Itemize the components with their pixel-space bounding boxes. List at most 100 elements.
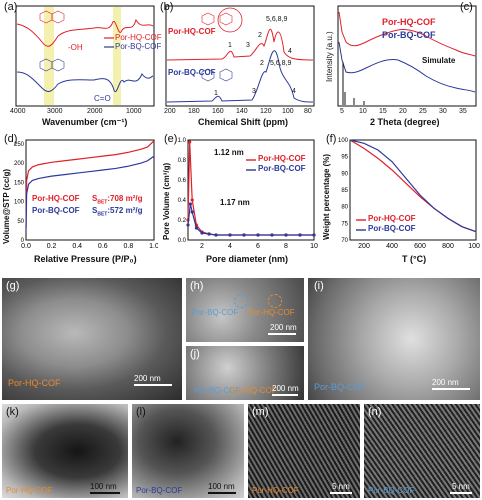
x-tick-label: 8 (284, 243, 288, 250)
peak-bq-2: 2 (260, 60, 264, 67)
panel-i-sem: (i) Por-BQ-COF 200 nm (308, 278, 480, 400)
x-tick-label: 0.0 (21, 243, 31, 250)
legend-e-bq: Por-BQ-COF (258, 164, 306, 173)
x-tick-label: 800 (442, 243, 454, 250)
x-tick-label: 0.4 (72, 243, 82, 250)
nmr-plot (165, 5, 315, 107)
panel-a-ftir: (a) Por-HQ-COF Por-BQ-COF -OH C=O 4000 3… (2, 1, 162, 130)
tga-plot: 200 400 600 800 1000 70 75 80 85 90 95 100 (338, 138, 482, 250)
legend-hq: Por-HQ-COF (115, 33, 162, 42)
peak-bq-4: 4 (292, 88, 296, 95)
y-tick-label: 0.4 (178, 198, 187, 204)
xlabel-b: Chemical Shift (ppm) (198, 117, 289, 127)
peak-bq-1: 1 (214, 90, 218, 97)
y-tick-label: 0 (21, 238, 25, 244)
y-tick-label: 85 (341, 188, 348, 194)
peak-hq-2: 2 (258, 32, 262, 39)
bq-monomer-structure (39, 58, 65, 72)
ftir-hq-curve (16, 18, 154, 47)
data-point (188, 140, 192, 144)
tick-c-1: 10 (359, 108, 367, 115)
x-tick-label: 1000 (468, 243, 480, 250)
ann-e-112: 1.12 nm (214, 148, 244, 157)
tick-c-6: 35 (459, 108, 467, 115)
co-band-highlight (113, 7, 121, 105)
panel-n-hrtem: (n) Por-BQ-COF 5 nm (364, 404, 480, 498)
h-cap-hq: Por-HQ-COF (248, 308, 295, 317)
legend-c-bq: Por-BQ-COF (382, 30, 436, 40)
tick-c-3: 20 (399, 108, 407, 115)
data-point (186, 223, 190, 227)
peak-bq-5689: 5,6,8,9 (270, 60, 292, 67)
pxrd-plot (337, 5, 477, 107)
panel-label-g: (g) (6, 280, 20, 292)
l-scale-bar (208, 492, 236, 494)
nmr-hq-curve (166, 28, 314, 61)
data-point (284, 233, 288, 237)
d-hq-name: Por-HQ-COF (32, 194, 80, 203)
y-tick-label: 70 (341, 238, 348, 244)
series-line-1 (25, 155, 155, 231)
xlabel-c: 2 Theta (degree) (370, 117, 440, 127)
peak-hq-5689: 5,6,8,9 (266, 16, 288, 23)
annotation-co: C=O (94, 94, 111, 103)
h-bq-marker (234, 294, 248, 308)
tick-c-5: 30 (439, 108, 447, 115)
d-bq-sbet-val: :572 m²/g (107, 206, 143, 215)
i-scale-text: 200 nm (432, 378, 459, 387)
j-scale-bar (272, 394, 298, 396)
tick-b-1: 180 (188, 108, 200, 115)
tick-a-0: 4000 (10, 108, 26, 115)
x-tick-label: 0.2 (47, 243, 57, 250)
legend-c-sim: Simulate (422, 56, 456, 65)
legend-c-hq: Por-HQ-COF (382, 17, 436, 27)
legend-bq: Por-BQ-COF (115, 42, 162, 51)
data-point (194, 226, 198, 230)
j-cap-hq: Por-HQ-COF (230, 386, 277, 395)
annotation-oh: -OH (68, 43, 83, 52)
panel-k-tem: (k) Por-HQ-COF 100 nm (2, 404, 128, 498)
y-tick-label: 100 (14, 200, 25, 206)
d-bq-sbet-s: S (92, 206, 98, 215)
n-caption: Por-BQ-COF (368, 486, 415, 495)
simulate-sticks (342, 62, 365, 105)
m-scale-bar (330, 492, 352, 494)
peak-hq-4: 4 (288, 48, 292, 55)
data-point (242, 233, 246, 237)
tick-b-4: 120 (260, 108, 272, 115)
y-tick-label: 200 (14, 161, 25, 167)
peak-hq-1: 1 (228, 42, 232, 49)
j-scale-text: 200 nm (272, 384, 299, 393)
hq-structure-circle (217, 7, 243, 33)
h-cap-bq: Por-BQ-COF (192, 308, 239, 317)
g-scale-bar (134, 384, 172, 386)
data-point (188, 202, 192, 206)
panel-label-d: (d) (4, 133, 18, 145)
x-tick-label: 0.6 (98, 243, 108, 250)
data-point (312, 233, 316, 237)
xlabel-e: Pore diameter (nm) (206, 254, 289, 264)
y-tick-label: 0.0 (178, 238, 187, 244)
g-caption: Por-HQ-COF (8, 378, 61, 388)
panel-label-k: (k) (6, 406, 19, 418)
y-tick-label: 50 (17, 219, 24, 225)
x-tick-label: 200 (358, 243, 370, 250)
series-line-1 (187, 203, 314, 236)
n-scale-bar (450, 492, 472, 494)
xlabel-f: T (°C) (402, 254, 427, 264)
tick-b-5: 100 (282, 108, 294, 115)
y-tick-label: 150 (14, 180, 25, 186)
isotherm-plot: 0.0 0.2 0.4 0.6 0.8 1.0 0 50 100 150 200 250 (14, 139, 159, 250)
ylabel-f: Weight percentage (%) (322, 153, 331, 240)
n-scale-text: 5 nm (452, 482, 470, 491)
panel-l-tem: (l) Por-BQ-COF 100 nm (132, 404, 244, 498)
y-tick-label: 80 (341, 205, 348, 211)
d-hq-sbet-sub: BET (97, 199, 108, 206)
panel-f-tga: 200 400 600 800 1000 70 75 80 85 90 95 100 (f) Por-… (322, 133, 482, 266)
panel-d-isotherm: 0.0 0.2 0.4 0.6 0.8 1.0 0 50 100 150 200 250 (d) Po… (2, 133, 159, 266)
tick-a-3: 1000 (126, 108, 142, 115)
tick-c-4: 25 (419, 108, 427, 115)
hq-monomer-structure (39, 10, 65, 24)
nmr-bq-curve (166, 50, 314, 103)
data-point (298, 233, 302, 237)
